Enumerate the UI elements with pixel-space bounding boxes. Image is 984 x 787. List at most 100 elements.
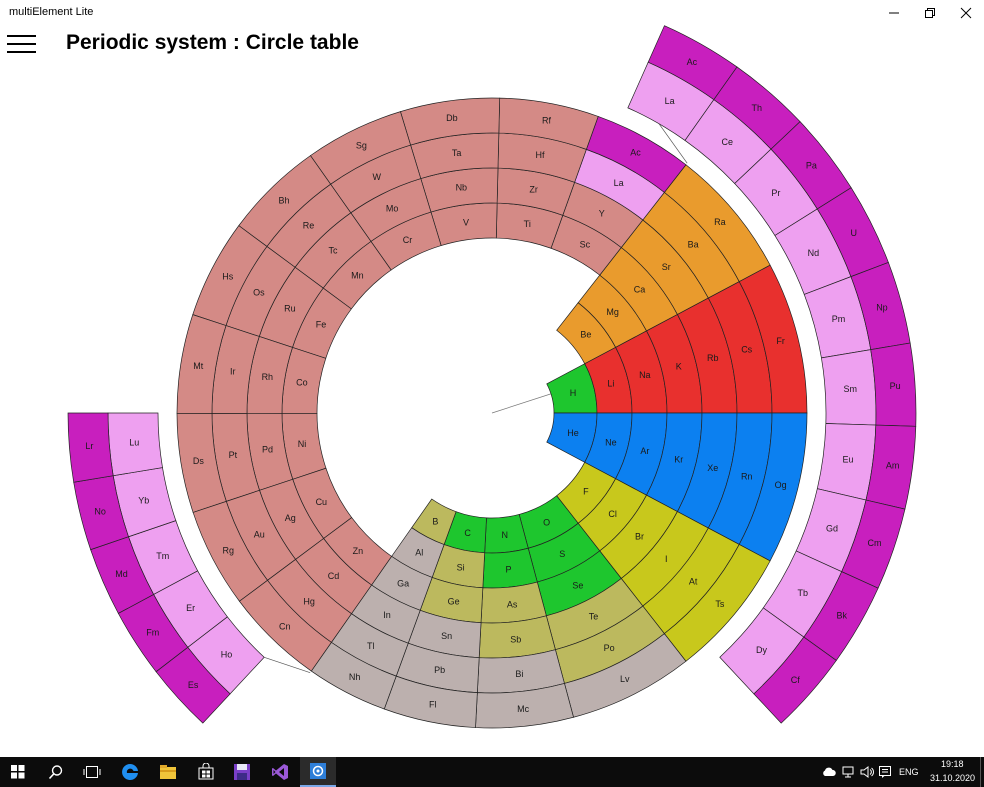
- element-sector-post_transition[interactable]: [475, 683, 574, 729]
- element-symbol: Gd: [826, 523, 838, 533]
- edge-browser-icon: [122, 763, 138, 780]
- network-icon[interactable]: [842, 766, 856, 778]
- element-sector-noble_gas[interactable]: [738, 412, 808, 562]
- element-cell-Bk[interactable]: Bk: [803, 571, 879, 661]
- file-explorer-button[interactable]: [150, 757, 186, 787]
- element-sector-post_transition[interactable]: [564, 633, 687, 718]
- store-button[interactable]: [188, 757, 224, 787]
- element-cell-Ts[interactable]: Ts: [663, 543, 771, 662]
- element-sector-post_transition[interactable]: [383, 675, 478, 728]
- element-sector-actinide[interactable]: [713, 66, 801, 150]
- element-symbol: K: [676, 361, 682, 371]
- element-symbol: As: [507, 599, 518, 609]
- action-center-icon[interactable]: [878, 765, 892, 779]
- element-symbol: Nd: [808, 248, 820, 258]
- element-symbol: Sb: [510, 634, 521, 644]
- element-symbol: U: [850, 228, 857, 238]
- element-symbol: Cf: [791, 675, 800, 685]
- element-sector-actinide[interactable]: [850, 261, 911, 351]
- element-cell-Lr[interactable]: Lr: [67, 412, 114, 483]
- element-symbol: Cm: [868, 538, 882, 548]
- element-sector-actinide[interactable]: [90, 536, 155, 614]
- element-cell-U[interactable]: U: [816, 187, 889, 278]
- element-cell-Fl[interactable]: Fl: [383, 675, 478, 728]
- element-sector-actinide[interactable]: [803, 571, 879, 661]
- hamburger-line: [7, 51, 36, 53]
- clock-time[interactable]: 19:18: [941, 759, 964, 769]
- hamburger-line: [7, 35, 36, 37]
- element-sector-actinide[interactable]: [73, 475, 129, 551]
- element-symbol: Li: [607, 378, 614, 388]
- element-cell-Pu[interactable]: Pu: [870, 342, 917, 427]
- element-cell-No[interactable]: No: [73, 475, 129, 551]
- element-symbol: Se: [572, 580, 583, 590]
- element-cell-Nh[interactable]: Nh: [310, 641, 397, 710]
- element-symbol: Es: [188, 680, 199, 690]
- save-disk-button[interactable]: [224, 757, 260, 787]
- element-sector-transition[interactable]: [238, 579, 332, 672]
- element-cell-Lv[interactable]: Lv: [564, 633, 687, 718]
- volume-icon[interactable]: [860, 766, 874, 778]
- element-sector-halogen[interactable]: [663, 543, 771, 662]
- element-sector-actinide[interactable]: [155, 646, 231, 724]
- element-symbol: Ba: [688, 239, 699, 249]
- element-symbol: Mt: [193, 361, 203, 371]
- element-sector-actinide[interactable]: [770, 121, 852, 210]
- element-cell-Mc[interactable]: Mc: [475, 683, 574, 729]
- element-sector-actinide[interactable]: [753, 636, 837, 724]
- element-cell-Og[interactable]: Og: [738, 412, 808, 562]
- element-cell-Th[interactable]: Th: [713, 66, 801, 150]
- element-sector-actinide[interactable]: [865, 424, 917, 510]
- element-cell-Am[interactable]: Am: [865, 424, 917, 510]
- element-cell-Ac[interactable]: Ac: [647, 25, 738, 101]
- minimize-button[interactable]: [876, 0, 912, 26]
- minimize-icon: [889, 12, 899, 14]
- element-symbol: Xe: [707, 463, 718, 473]
- element-sector-actinide[interactable]: [870, 342, 917, 427]
- element-cell-Eu[interactable]: Eu: [816, 423, 877, 501]
- element-symbol: Mn: [351, 270, 364, 280]
- start-button[interactable]: [0, 757, 36, 787]
- element-symbol: Os: [253, 287, 265, 297]
- element-cell-Cf[interactable]: Cf: [753, 636, 837, 724]
- element-symbol: Au: [254, 529, 265, 539]
- language-indicator[interactable]: ENG: [899, 767, 919, 777]
- element-symbol: Ac: [687, 57, 698, 67]
- clock-date[interactable]: 31.10.2020: [930, 773, 976, 783]
- multielement-app-icon: [310, 763, 326, 779]
- edge-browser-button[interactable]: [112, 757, 148, 787]
- element-cell-Md[interactable]: Md: [90, 536, 155, 614]
- element-cell-Cm[interactable]: Cm: [841, 499, 906, 589]
- element-cell-Cn[interactable]: Cn: [238, 579, 332, 672]
- hamburger-menu-button[interactable]: [7, 33, 37, 55]
- element-symbol: F: [583, 487, 589, 497]
- element-cell-Pa[interactable]: Pa: [770, 121, 852, 210]
- visual-studio-button[interactable]: [262, 757, 298, 787]
- element-cell-Es[interactable]: Es: [155, 646, 231, 724]
- element-sector-post_transition[interactable]: [310, 641, 397, 710]
- element-sector-actinide[interactable]: [647, 25, 738, 101]
- element-cell-Lu[interactable]: Lu: [107, 412, 163, 477]
- element-sector-actinide[interactable]: [841, 499, 906, 589]
- restore-button[interactable]: [912, 0, 948, 26]
- save-disk-icon: [234, 764, 250, 780]
- element-cell-As[interactable]: As: [480, 581, 547, 624]
- element-cell-P[interactable]: P: [482, 547, 538, 589]
- element-sector-actinide[interactable]: [816, 187, 889, 278]
- element-cell-Np[interactable]: Np: [850, 261, 911, 351]
- multielement-taskbar-button[interactable]: [300, 757, 336, 787]
- element-symbol: Re: [303, 220, 315, 230]
- show-desktop-button[interactable]: [980, 757, 981, 787]
- element-cell-Fm[interactable]: Fm: [117, 593, 189, 673]
- search-button[interactable]: [38, 757, 74, 787]
- element-cell-Sm[interactable]: Sm: [821, 349, 877, 426]
- element-symbol: Sc: [580, 239, 591, 249]
- element-sector-actinide[interactable]: [117, 593, 189, 673]
- element-symbol: N: [502, 530, 509, 540]
- close-button[interactable]: [948, 0, 984, 26]
- element-symbol: Dy: [756, 645, 767, 655]
- task-view-button[interactable]: [74, 757, 110, 787]
- element-symbol: Y: [599, 209, 605, 219]
- onedrive-cloud-icon[interactable]: [822, 767, 836, 777]
- element-sector-actinide[interactable]: [67, 412, 114, 483]
